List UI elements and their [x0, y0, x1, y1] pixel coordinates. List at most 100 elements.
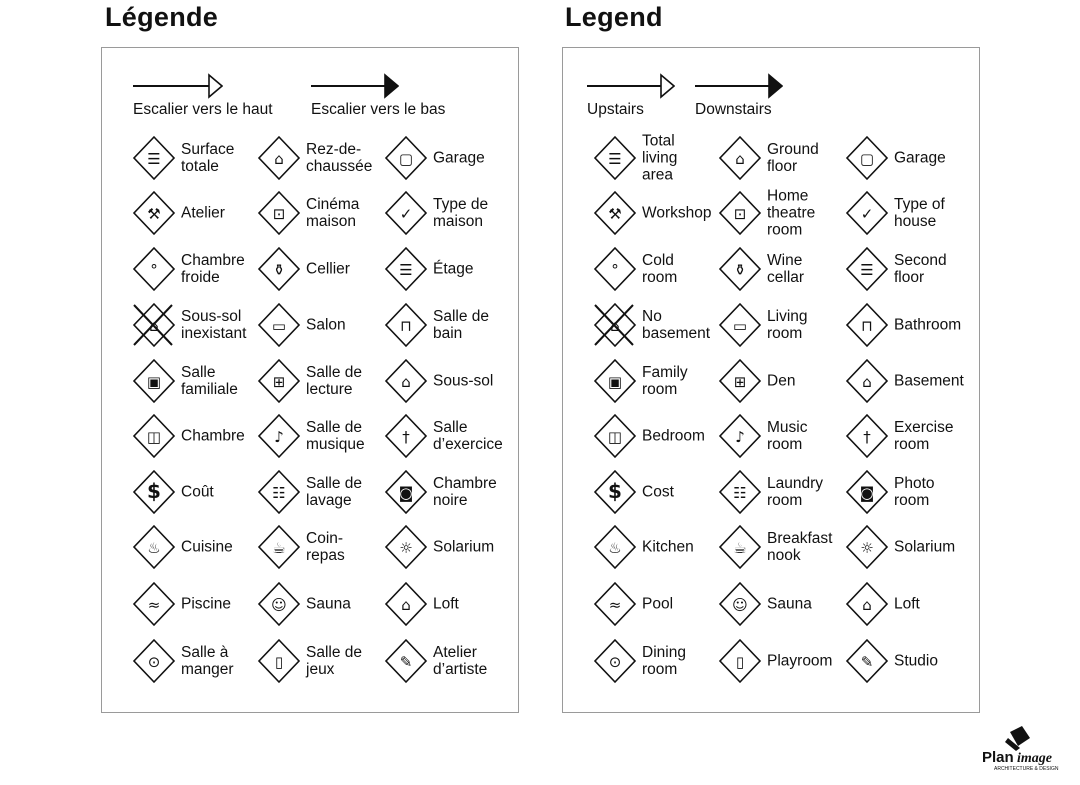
svg-text:◫: ◫ — [608, 428, 622, 446]
bedroom-icon: ◫ — [132, 413, 176, 459]
legend-item-label: Ground floor — [767, 141, 819, 175]
svg-text:⊓: ⊓ — [400, 317, 412, 335]
legend-item: ≈ Pool — [593, 577, 718, 631]
photo-room-icon: ◙ — [845, 469, 889, 515]
svg-text:☷: ☷ — [733, 484, 746, 502]
legend-item: ≈ Piscine — [132, 577, 257, 631]
svg-text:ARCHITECTURE & DESIGN: ARCHITECTURE & DESIGN — [994, 766, 1059, 772]
total-area-icon: ☰ — [132, 135, 176, 181]
legend-item-label: Breakfast nook — [767, 530, 833, 564]
svg-text:$: $ — [147, 479, 161, 503]
legend-item: ◙ Photo room — [845, 465, 970, 519]
legend-item: ✓ Type of house — [845, 186, 970, 240]
legend-item-label: Solarium — [894, 538, 956, 556]
legend-item: ☰ Second floor — [845, 242, 970, 296]
svg-text:⌂: ⌂ — [401, 596, 411, 614]
svg-text:Plan: Plan — [982, 749, 1014, 766]
legend-item-label: Bedroom — [642, 427, 705, 445]
legend-item: ▯ Playroom — [718, 634, 843, 688]
playroom-icon: ▯ — [718, 638, 762, 684]
legend-title-en: Legend — [565, 2, 663, 32]
legend-item: ✎ Atelier d’artiste — [384, 634, 509, 688]
garage-icon: ▢ — [845, 135, 889, 181]
legend-item-label: Photo room — [894, 475, 935, 509]
legend-item-label: Loft — [894, 595, 920, 613]
legend-item-label: Pool — [642, 595, 674, 613]
legend-item: $ Cost — [593, 465, 718, 519]
stairs-down-label: Downstairs — [695, 101, 772, 118]
home-theatre-icon: ⊡ — [257, 190, 301, 236]
legend-item: ☼ Solarium — [384, 520, 509, 574]
legend-item-label: Kitchen — [642, 538, 694, 556]
legend-item-label: Family room — [642, 364, 688, 398]
legend-item: ⌂ Rez-de- chaussée — [257, 131, 382, 185]
svg-text:☰: ☰ — [147, 150, 160, 168]
legend-panel-en: Upstairs Downstairs ☰ Total living area ⌂ Gro… — [562, 47, 980, 713]
legend-title-fr: Légende — [105, 2, 219, 32]
legend-item: ☰ Surface totale — [132, 131, 257, 185]
legend-item: ◫ Bedroom — [593, 409, 718, 463]
sauna-icon: ☺ — [718, 581, 762, 627]
legend-item: ▣ Salle familiale — [132, 354, 257, 408]
legend-item-label: Wine cellar — [767, 252, 805, 286]
svg-text:†: † — [863, 428, 871, 446]
svg-text:⊡: ⊡ — [273, 205, 286, 223]
kitchen-icon: ♨ — [593, 524, 637, 570]
legend-item: ⊞ Den — [718, 354, 843, 408]
svg-text:▣: ▣ — [608, 373, 622, 391]
legend-item: ° Cold room — [593, 242, 718, 296]
playroom-icon: ▯ — [257, 638, 301, 684]
svg-text:⊞: ⊞ — [734, 373, 747, 391]
bedroom-icon: ◫ — [593, 413, 637, 459]
legend-item: † Salle d’exercice — [384, 409, 509, 463]
legend-item-label: Bathroom — [894, 316, 962, 334]
svg-text:✎: ✎ — [400, 653, 413, 671]
svg-text:◙: ◙ — [860, 484, 875, 502]
legend-item-label: Dining room — [642, 644, 686, 678]
svg-text:†: † — [402, 428, 410, 446]
svg-text:⊓: ⊓ — [861, 317, 873, 335]
svg-text:▢: ▢ — [399, 150, 413, 168]
legend-item: ♪ Salle de musique — [257, 409, 382, 463]
basement-icon: ⌂ — [384, 358, 428, 404]
legend-item-label: Solarium — [433, 538, 495, 556]
cold-room-icon: ° — [593, 246, 637, 292]
legend-item-label: No basement — [642, 308, 711, 342]
legend-item-label: Atelier d’artiste — [433, 644, 488, 678]
home-theatre-icon: ⊡ — [718, 190, 762, 236]
legend-item: ⊓ Salle de bain — [384, 298, 509, 352]
svg-text:⚱: ⚱ — [273, 261, 286, 279]
stairs-down-label: Escalier vers le bas — [311, 101, 446, 118]
svg-text:⊡: ⊡ — [734, 205, 747, 223]
legend-item-label: Salle de bain — [433, 308, 490, 342]
svg-text:☕: ☕ — [272, 539, 285, 557]
svg-text:⚒: ⚒ — [147, 205, 160, 223]
loft-icon: ⌂ — [845, 581, 889, 627]
legend-item-label: Cinéma maison — [306, 196, 360, 230]
exercise-room-icon: † — [845, 413, 889, 459]
basement-icon: ⌂ — [845, 358, 889, 404]
legend-item-label: Surface totale — [181, 141, 235, 175]
legend-item: ⊙ Salle à manger — [132, 634, 257, 688]
legend-item-label: Piscine — [181, 595, 231, 613]
svg-text:≈: ≈ — [609, 596, 622, 614]
legend-item: ☷ Salle de lavage — [257, 465, 382, 519]
svg-text:☺: ☺ — [732, 596, 748, 614]
legend-item: ♪ Music room — [718, 409, 843, 463]
legend-item: ▭ Salon — [257, 298, 382, 352]
svg-text:☼: ☼ — [860, 539, 873, 557]
legend-item-label: Chambre — [181, 427, 245, 445]
legend-item-label: Salle de lecture — [306, 364, 363, 398]
legend-item: ✎ Studio — [845, 634, 970, 688]
kitchen-icon: ♨ — [132, 524, 176, 570]
legend-item-label: Coin- repas — [306, 530, 345, 564]
legend-item-label: Sous-sol inexistant — [181, 308, 247, 342]
legend-item-label: Type of house — [894, 196, 945, 230]
breakfast-nook-icon: ☕ — [718, 524, 762, 570]
second-floor-icon: ☰ — [384, 246, 428, 292]
laundry-room-icon: ☷ — [257, 469, 301, 515]
legend-item-label: Cellier — [306, 260, 350, 278]
legend-item: ⌂No basement — [593, 298, 718, 352]
svg-text:▯: ▯ — [736, 653, 744, 671]
legend-item-label: Cost — [642, 483, 674, 501]
